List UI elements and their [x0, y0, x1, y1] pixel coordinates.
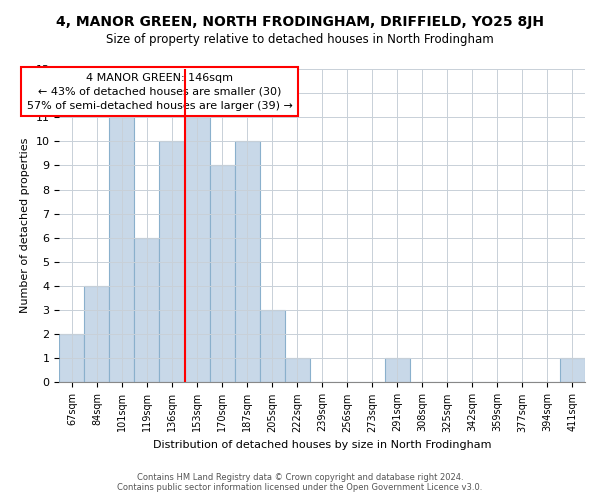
X-axis label: Distribution of detached houses by size in North Frodingham: Distribution of detached houses by size … — [153, 440, 491, 450]
Bar — [85, 286, 109, 382]
Text: Contains HM Land Registry data © Crown copyright and database right 2024.
Contai: Contains HM Land Registry data © Crown c… — [118, 473, 482, 492]
Bar — [134, 238, 160, 382]
Bar — [560, 358, 585, 382]
Text: 4 MANOR GREEN: 146sqm
← 43% of detached houses are smaller (30)
57% of semi-deta: 4 MANOR GREEN: 146sqm ← 43% of detached … — [26, 72, 292, 110]
Bar — [385, 358, 410, 382]
Bar — [185, 117, 209, 382]
Bar — [109, 117, 134, 382]
Y-axis label: Number of detached properties: Number of detached properties — [20, 138, 30, 314]
Bar — [59, 334, 85, 382]
Bar — [235, 142, 260, 382]
Bar — [209, 166, 235, 382]
Bar — [284, 358, 310, 382]
Text: Size of property relative to detached houses in North Frodingham: Size of property relative to detached ho… — [106, 32, 494, 46]
Bar — [160, 142, 185, 382]
Text: 4, MANOR GREEN, NORTH FRODINGHAM, DRIFFIELD, YO25 8JH: 4, MANOR GREEN, NORTH FRODINGHAM, DRIFFI… — [56, 15, 544, 29]
Bar — [260, 310, 284, 382]
